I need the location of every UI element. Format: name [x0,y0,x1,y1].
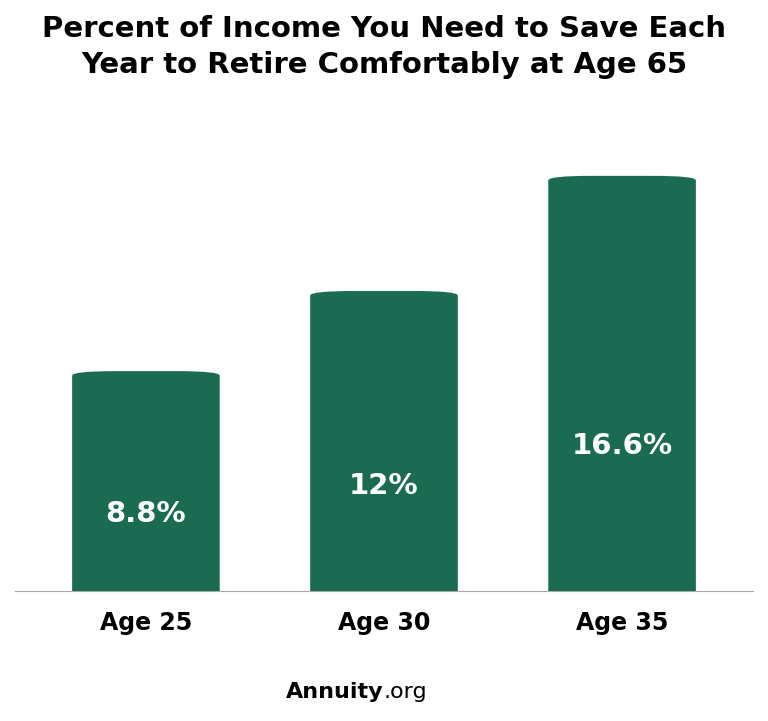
Text: 12%: 12% [349,472,419,500]
Text: Annuity: Annuity [286,682,384,702]
Title: Percent of Income You Need to Save Each
Year to Retire Comfortably at Age 65: Percent of Income You Need to Save Each … [42,15,726,79]
FancyBboxPatch shape [548,176,696,596]
FancyBboxPatch shape [72,371,220,596]
Text: 16.6%: 16.6% [571,432,673,460]
Text: 8.8%: 8.8% [106,500,187,528]
FancyBboxPatch shape [310,291,458,596]
Text: .org: .org [384,682,428,702]
